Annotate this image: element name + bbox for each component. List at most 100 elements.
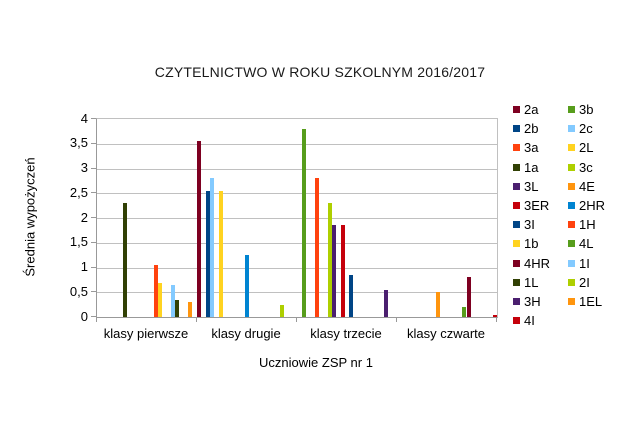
bar-slot [492,119,497,317]
category-label: klasy drugie [211,326,281,341]
bar-3b [301,129,306,317]
legend-item-2a: 2a [513,103,568,116]
bar-3ER [340,225,345,317]
bar-1EL [188,302,193,317]
category-label: klasy czwarte [406,326,486,341]
legend-swatch-2b [513,125,520,133]
legend-label-1L: 1L [524,274,539,290]
legend-item-4HR: 4HR [513,257,568,270]
bar-3I [349,275,354,317]
legend-label-3a: 3a [524,140,539,156]
bar-group-klasy-drugie [197,119,297,317]
y-tick-label: 4 [80,110,88,126]
bar-slot [171,119,176,317]
legend-swatch-2L [568,144,575,152]
legend-swatch-4E [568,182,575,190]
legend-label-4I: 4I [524,313,535,329]
legend-swatch-2HR [568,202,575,210]
bar-slot [157,119,162,317]
y-tick-label: 0,5 [69,283,88,299]
gridline [97,193,497,195]
bar-1b [157,283,162,317]
legend-swatch-4I [513,317,520,325]
gridline [97,218,497,219]
bar-group-klasy-pierwsze [97,119,197,317]
y-tick-label: 1 [80,259,88,274]
bar-slot [436,119,441,317]
legend-swatch-1EL [568,297,575,305]
y-tick-mark [91,217,96,218]
legend-label-3ER: 3ER [524,198,550,214]
legend-item-1EL: 1EL [568,295,625,308]
legend-item-3ER: 3ER [513,199,568,212]
legend-item-2I: 2I [568,276,625,289]
bar-slot [188,119,193,317]
legend-item-3I: 3I [513,218,568,231]
legend-item-2b: 2b [513,122,568,135]
bar-slot [349,119,354,317]
legend-swatch-3H [513,297,520,305]
legend-swatch-4HR [513,259,520,267]
category-label: klasy trzecie [310,326,382,341]
bar-3L [331,225,336,317]
legend-swatch-2a [513,106,520,114]
legend-label-3I: 3I [524,217,535,233]
bar-slot [314,119,319,317]
x-tick-mark [396,317,397,322]
legend-item-3H: 3H [513,295,568,308]
legend-item-1I: 1I [568,257,625,270]
x-tick-mark [196,317,197,322]
legend-item-1a: 1a [513,161,568,174]
legend-label-3L: 3L [524,178,539,194]
y-tick-mark [91,241,96,243]
x-tick-mark [296,317,297,322]
legend-swatch-3c [568,163,575,171]
gridline [97,168,497,170]
legend-item-2HR: 2HR [568,199,625,212]
legend-label-1H: 1H [579,217,596,233]
bar-4I [492,315,497,317]
bar-group-klasy-trzecie [297,119,397,317]
y-axis-title: Średnia wypożyczeń [22,157,38,277]
category-label: klasy pierwsze [103,326,189,341]
legend-label-2HR: 2HR [579,198,606,214]
legend-swatch-1b [513,240,520,248]
legend-label-4HR: 4HR [524,255,551,271]
legend-item-2c: 2c [568,122,625,135]
gridline [97,242,497,244]
legend-swatch-1I [568,259,575,267]
legend-label-3b: 3b [579,102,594,118]
legend-label-3H: 3H [524,293,541,309]
bar-slot [197,119,202,317]
bar-slot [175,119,180,317]
bar-4E [436,292,441,317]
legend-swatch-4L [568,240,575,248]
bar-slot [210,119,215,317]
legend-label-3c: 3c [579,159,593,175]
bar-4HR [466,277,471,317]
y-tick-label: 0 [80,308,88,324]
legend: 2a 3b 2b 2c 3a 2L 1a 3c 3L 4E 3ER 2HR 3I 1H 1b 4L 4HR 1I 1… [513,100,625,330]
legend-item-3a: 3a [513,141,568,154]
legend-item-4E: 4E [568,180,625,193]
bar-2c [210,178,215,317]
bar-groups [97,119,497,317]
legend-label-1a: 1a [524,159,539,175]
legend-item-3b: 3b [568,103,625,116]
x-tick-mark [496,317,497,322]
gridline [97,143,497,145]
bar-slot [462,119,467,317]
gridline [97,267,497,269]
bar-slot [244,119,249,317]
legend-swatch-1a [513,163,520,171]
bar-2I [279,305,284,317]
legend-label-2c: 2c [579,121,593,137]
legend-item-3c: 3c [568,161,625,174]
y-tick-mark [91,118,96,119]
y-tick-mark [91,291,96,293]
legend-label-2a: 2a [524,102,539,118]
bar-3a [314,178,319,317]
y-tick-label: 1,5 [69,234,88,250]
bar-slot [153,119,158,317]
legend-item-1L: 1L [513,276,568,289]
